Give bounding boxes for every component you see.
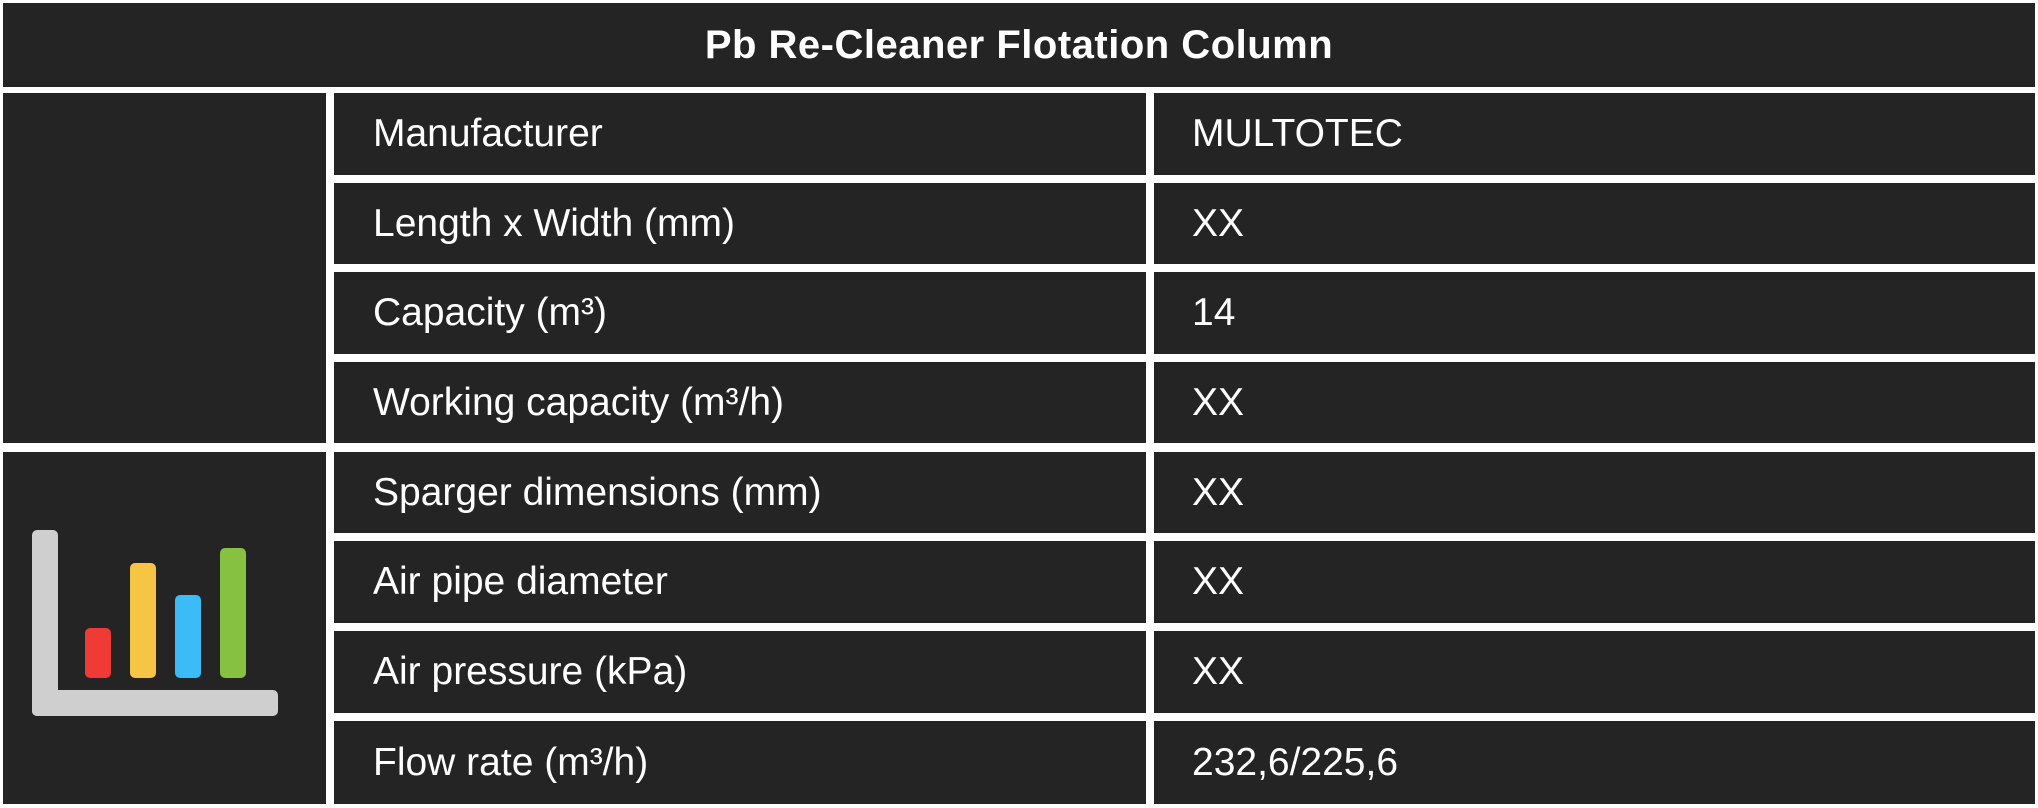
icon-bar-red: [85, 628, 111, 678]
icon-axis-horizontal: [32, 690, 278, 716]
icon-bar-blue: [175, 595, 201, 678]
side-panel-top: [3, 93, 326, 443]
row-value: 232,6/225,6: [1154, 721, 2035, 804]
row-label: Air pressure (kPa): [334, 631, 1146, 713]
row-label: Capacity (m³): [334, 272, 1146, 354]
row-label: Flow rate (m³/h): [334, 721, 1146, 804]
icon-bar-yellow: [130, 563, 156, 678]
row-label: Air pipe diameter: [334, 541, 1146, 623]
icon-bar-green: [220, 548, 246, 678]
row-label: Sparger dimensions (mm): [334, 452, 1146, 533]
row-label: Length x Width (mm): [334, 183, 1146, 264]
bar-chart-icon: [32, 530, 278, 716]
row-label: Manufacturer: [334, 93, 1146, 175]
row-value: 14: [1154, 272, 2035, 354]
row-label: Working capacity (m³/h): [334, 362, 1146, 443]
row-value: XX: [1154, 541, 2035, 623]
row-value: XX: [1154, 452, 2035, 533]
icon-axis-vertical: [32, 530, 58, 716]
table-title: Pb Re-Cleaner Flotation Column: [3, 3, 2035, 87]
row-value: MULTOTEC: [1154, 93, 2035, 175]
row-value: XX: [1154, 362, 2035, 443]
row-value: XX: [1154, 183, 2035, 264]
row-value: XX: [1154, 631, 2035, 713]
